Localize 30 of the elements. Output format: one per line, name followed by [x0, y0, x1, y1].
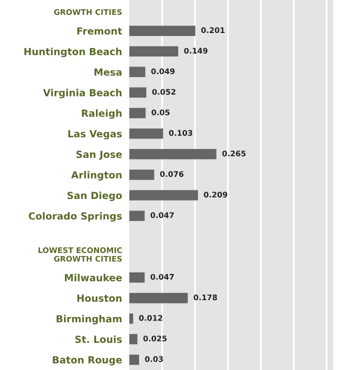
- y-tick-label: Colorado Springs: [28, 212, 122, 222]
- y-tick-label: Las Vegas: [68, 130, 122, 140]
- y-tick-label: Houston: [77, 294, 122, 302]
- y-tick-label: Baton Rouge: [52, 356, 122, 366]
- bar: [129, 108, 146, 118]
- bar: [129, 149, 216, 160]
- bar: [129, 190, 198, 200]
- bar: [129, 210, 145, 221]
- bar: [129, 87, 146, 98]
- bar: [129, 170, 154, 180]
- y-tick-label: Milwaukee: [64, 274, 122, 282]
- bar: [129, 272, 145, 283]
- bar: [129, 128, 164, 139]
- bar: [129, 46, 178, 57]
- bar: [129, 292, 188, 304]
- y-tick-label: San Diego: [67, 192, 122, 202]
- y-tick-label: Mesa: [94, 68, 122, 76]
- y-tick-label: San Jose: [76, 150, 122, 160]
- y-tick-label: St. Louis: [75, 335, 122, 343]
- bar: [129, 313, 134, 324]
- y-tick-label: Raleigh: [82, 109, 122, 119]
- bar: [129, 66, 146, 78]
- y-tick-label: Birmingham: [56, 314, 122, 324]
- bar: [129, 354, 140, 365]
- y-tick-label: Fremont: [77, 27, 122, 35]
- y-tick-label: Virginia Beach: [43, 88, 122, 98]
- bar: [129, 334, 138, 344]
- bar: [129, 26, 196, 36]
- y-tick-label: Arlington: [71, 171, 122, 181]
- y-tick-label: Huntington Beach: [24, 48, 122, 58]
